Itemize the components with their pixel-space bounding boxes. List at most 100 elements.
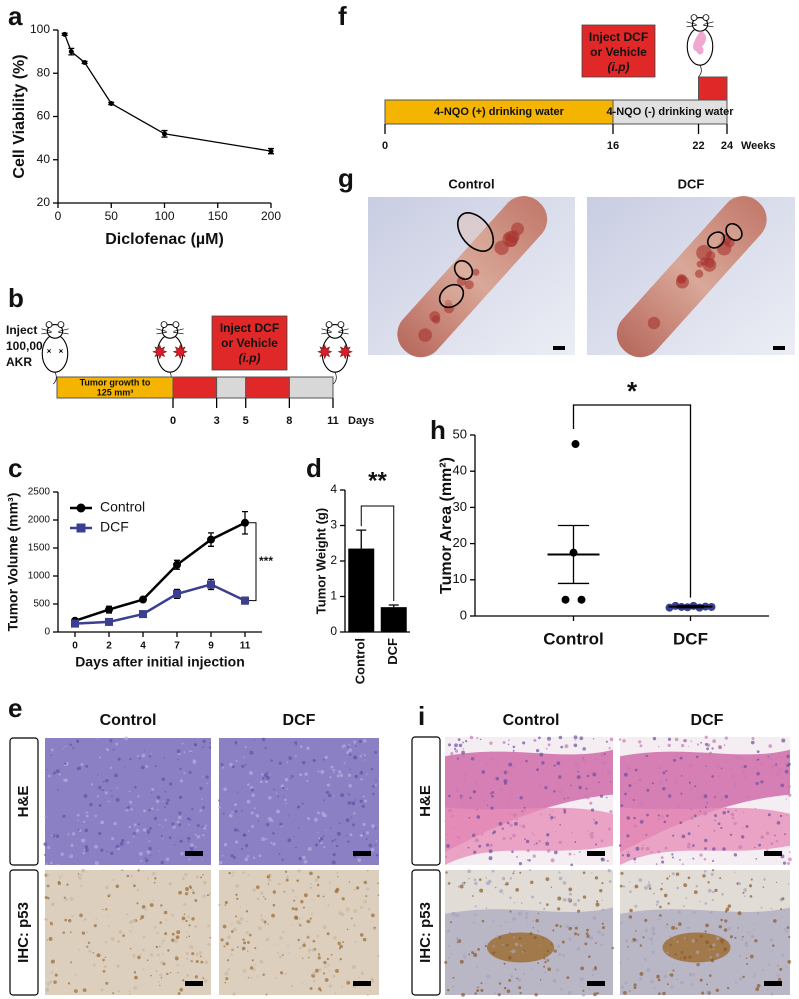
- cell-texture: [734, 936, 737, 939]
- cell-texture: [345, 835, 348, 837]
- cell-texture: [105, 981, 109, 985]
- cell-texture: [742, 771, 745, 774]
- cell-texture: [109, 739, 113, 743]
- cell-texture: [599, 888, 603, 893]
- cell-texture: [311, 898, 313, 901]
- cell-texture: [74, 973, 77, 976]
- cell-texture: [529, 931, 533, 935]
- cell-texture: [739, 765, 743, 769]
- x-tick-label: 0: [55, 209, 62, 223]
- y-axis-label: Tumor Area (mm²): [438, 457, 455, 594]
- cell-texture: [144, 908, 148, 912]
- cell-texture: [471, 951, 475, 955]
- cell-texture: [781, 897, 785, 901]
- cell-texture: [251, 824, 255, 828]
- tumor-mark: [172, 344, 188, 360]
- cell-texture: [607, 827, 611, 831]
- cell-texture: [329, 776, 332, 779]
- cell-texture: [712, 739, 717, 743]
- cell-texture: [195, 952, 199, 956]
- cell-texture: [195, 875, 199, 879]
- cell-texture: [510, 912, 513, 915]
- y-axis-label: Tumor Weight (g): [313, 508, 328, 614]
- cell-texture: [474, 881, 478, 886]
- cell-texture: [538, 784, 541, 788]
- cell-texture: [706, 747, 709, 751]
- cell-texture: [208, 892, 212, 896]
- cell-texture: [479, 888, 484, 893]
- cell-texture: [474, 913, 477, 917]
- cell-texture: [53, 771, 57, 775]
- cell-texture: [784, 761, 787, 764]
- cell-texture: [321, 811, 325, 816]
- cell-texture: [660, 815, 664, 818]
- cell-texture: [347, 792, 349, 795]
- cell-texture: [315, 843, 319, 847]
- cell-texture: [150, 854, 152, 856]
- cell-texture: [317, 770, 320, 773]
- tissue-spot: [472, 268, 480, 276]
- cell-texture: [50, 959, 55, 964]
- cell-texture: [183, 902, 187, 906]
- mouse-head: [161, 324, 179, 339]
- cell-texture: [133, 832, 136, 835]
- cell-texture: [508, 978, 512, 982]
- cell-texture: [159, 984, 161, 987]
- cell-texture: [199, 955, 202, 958]
- cell-texture: [60, 852, 65, 856]
- cell-texture: [729, 833, 733, 836]
- cell-texture: [62, 931, 66, 934]
- cell-texture: [497, 993, 501, 997]
- cell-texture: [85, 848, 89, 852]
- cell-texture: [639, 802, 644, 807]
- cell-texture: [766, 988, 768, 991]
- y-tick-label: 1000: [28, 571, 51, 582]
- cell-texture: [202, 739, 206, 743]
- cell-texture: [533, 936, 537, 940]
- stained-region: [662, 932, 731, 963]
- x-tick-label: 2: [106, 641, 112, 652]
- cell-texture: [744, 776, 747, 780]
- cell-texture: [567, 990, 572, 995]
- cell-texture: [312, 939, 316, 943]
- cell-texture: [582, 758, 586, 763]
- cell-texture: [648, 887, 652, 890]
- cell-texture: [201, 826, 204, 828]
- cell-texture: [69, 743, 72, 747]
- cell-texture: [718, 745, 723, 750]
- cell-texture: [57, 863, 59, 866]
- phase-label: 4-NQO (-) drinking water: [606, 106, 734, 118]
- cell-texture: [102, 780, 105, 783]
- cell-texture: [373, 916, 376, 918]
- tumor-mark: [152, 344, 168, 360]
- cell-texture: [738, 845, 743, 850]
- cell-texture: [689, 788, 693, 792]
- cell-texture: [260, 918, 264, 922]
- cell-texture: [264, 924, 267, 926]
- cell-texture: [633, 857, 637, 861]
- cell-texture: [350, 816, 353, 819]
- cell-texture: [594, 965, 597, 969]
- cell-texture: [455, 788, 460, 792]
- cell-texture: [198, 951, 203, 955]
- cell-texture: [151, 791, 153, 793]
- cell-texture: [703, 873, 706, 876]
- cell-texture: [347, 746, 350, 749]
- y-tick-label: 100: [30, 22, 50, 36]
- cell-texture: [704, 806, 707, 809]
- cell-texture: [592, 916, 597, 921]
- cell-texture: [81, 931, 86, 935]
- cell-texture: [455, 937, 460, 941]
- cell-texture: [353, 740, 357, 744]
- cell-texture: [555, 831, 557, 833]
- cell-texture: [473, 850, 477, 854]
- tumor-outline: [706, 231, 726, 249]
- cell-texture: [139, 918, 142, 921]
- cell-texture: [366, 993, 369, 996]
- cell-texture: [709, 945, 713, 948]
- cell-texture: [242, 871, 245, 874]
- cell-texture: [151, 807, 154, 810]
- cell-texture: [294, 741, 298, 745]
- cell-texture: [476, 966, 479, 969]
